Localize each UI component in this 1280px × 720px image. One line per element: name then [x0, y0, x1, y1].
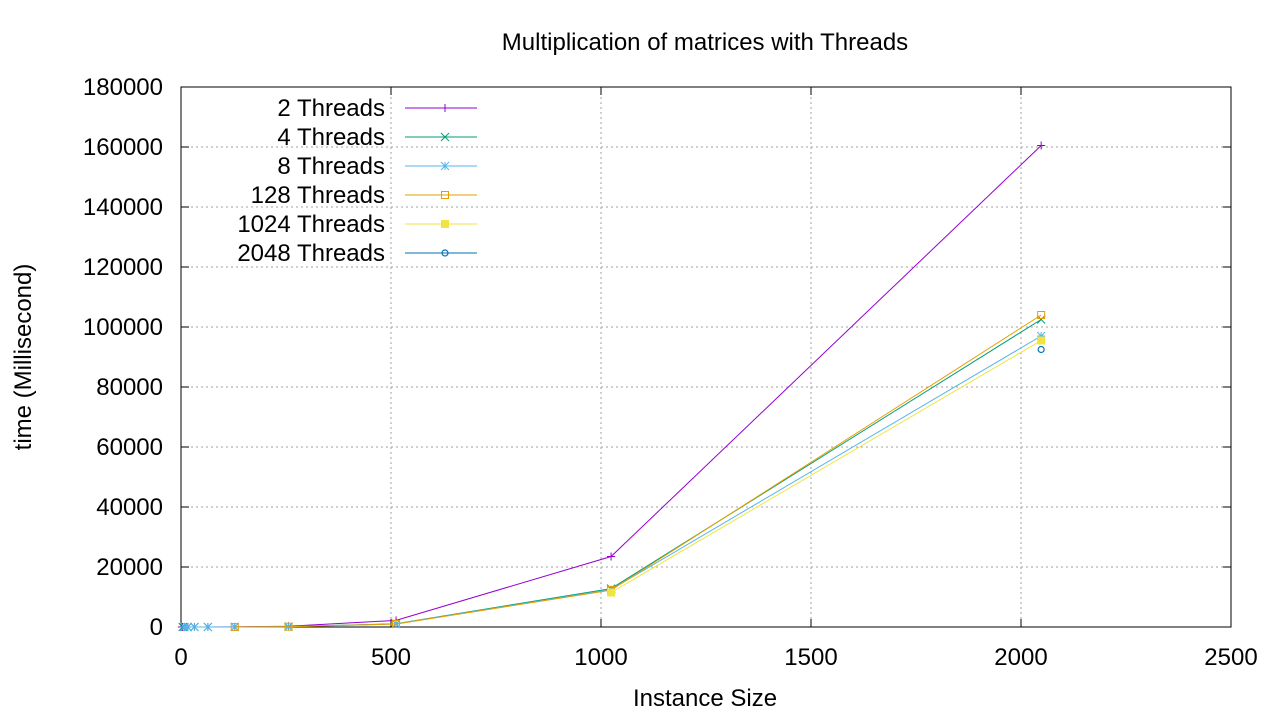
x-axis-label: Instance Size: [633, 685, 777, 712]
series-line: [234, 314, 1042, 628]
data-point: [607, 588, 616, 597]
series-line: [184, 335, 1042, 628]
data-point: [1037, 345, 1045, 354]
data-point: [392, 620, 401, 628]
y-tick-label: 180000: [83, 74, 163, 101]
y-tick-label: 120000: [83, 254, 163, 281]
series-group: [177, 141, 1046, 632]
legend-marker: [441, 249, 449, 257]
legend-label: 8 Threads: [277, 153, 385, 180]
series: [178, 315, 1046, 632]
y-tick-label: 160000: [83, 134, 163, 161]
legend-item: 2048 Threads: [237, 240, 477, 267]
data-point: [1037, 311, 1046, 319]
legend-marker: [441, 220, 449, 228]
legend-marker: [440, 132, 450, 142]
series: [607, 336, 1046, 597]
y-tick-label: 100000: [83, 314, 163, 341]
y-tick-label: 20000: [96, 554, 163, 581]
legend-label: 2048 Threads: [237, 240, 385, 267]
x-tick-label: 0: [174, 644, 187, 671]
data-point: [607, 552, 616, 561]
x-tick-label: 2000: [994, 644, 1047, 671]
x-tick-label: 2500: [1204, 644, 1257, 671]
data-point: [230, 622, 239, 631]
series: [230, 311, 1046, 631]
data-point: [284, 622, 293, 631]
data-point: [1037, 141, 1046, 150]
legend-label: 128 Threads: [251, 182, 385, 209]
y-tick-label: 80000: [96, 374, 163, 401]
x-tick-label: 1000: [574, 644, 627, 671]
legend-item: 8 Threads: [277, 153, 477, 180]
x-tick-label: 500: [371, 644, 411, 671]
grid-lines: [181, 87, 1231, 627]
series-line: [182, 319, 1042, 628]
data-point: [190, 622, 199, 632]
legend-marker: [441, 104, 449, 112]
plot-frame: [180, 86, 1232, 628]
data-point: [183, 622, 193, 632]
legend-label: 1024 Threads: [237, 211, 385, 238]
legend-marker: [441, 191, 449, 199]
y-tick-label: 140000: [83, 194, 163, 221]
legend-marker: [440, 161, 450, 171]
x-tick-label: 1500: [784, 644, 837, 671]
y-axis-label: time (Millisecond): [10, 264, 37, 451]
legend-label: 4 Threads: [277, 124, 385, 151]
y-tick-label: 0: [150, 614, 163, 641]
legend-item: 128 Threads: [251, 182, 477, 209]
axis-ticks: 0 500 1000 1500 2000 2500 0 20000 40000 60000 8000…: [83, 74, 1258, 671]
data-point: [203, 622, 213, 632]
y-tick-label: 60000: [96, 434, 163, 461]
legend-item: 4 Threads: [277, 124, 477, 151]
series: [1037, 345, 1045, 354]
data-point: [1037, 336, 1046, 345]
series-line: [610, 340, 1042, 593]
y-tick-label: 40000: [96, 494, 163, 521]
legend-label: 2 Threads: [277, 95, 385, 122]
legend-item: 1024 Threads: [237, 211, 477, 238]
legend-item: 2 Threads: [277, 95, 477, 122]
chart-title: Multiplication of matrices with Threads: [502, 29, 908, 56]
